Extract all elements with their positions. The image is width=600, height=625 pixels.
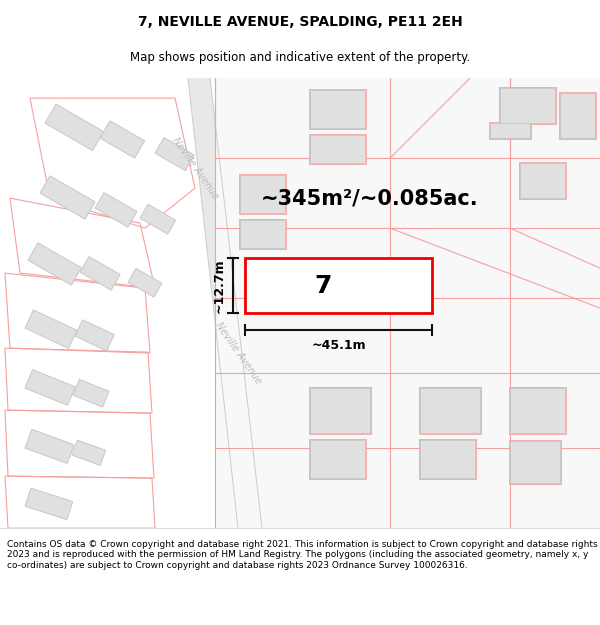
- Bar: [80, 256, 120, 290]
- Polygon shape: [188, 78, 262, 528]
- Text: ~45.1m: ~45.1m: [311, 339, 366, 352]
- Bar: [309, 134, 366, 164]
- Bar: [519, 162, 566, 199]
- Text: ~345m²/~0.085ac.: ~345m²/~0.085ac.: [261, 188, 479, 208]
- Bar: [419, 387, 481, 434]
- Text: Map shows position and indicative extent of the property.: Map shows position and indicative extent…: [130, 51, 470, 64]
- Polygon shape: [215, 78, 600, 528]
- Bar: [309, 387, 371, 434]
- Bar: [510, 441, 560, 483]
- Text: Neville Avenue: Neville Avenue: [170, 136, 220, 201]
- Bar: [95, 192, 137, 227]
- Bar: [309, 89, 366, 129]
- Bar: [73, 379, 109, 407]
- Bar: [560, 93, 595, 138]
- Bar: [310, 135, 365, 163]
- Bar: [25, 429, 74, 464]
- Bar: [25, 310, 77, 348]
- Bar: [510, 388, 565, 433]
- Bar: [310, 440, 365, 478]
- Bar: [420, 440, 475, 478]
- Bar: [45, 104, 104, 151]
- Bar: [155, 138, 194, 171]
- Bar: [72, 440, 106, 466]
- Text: Contains OS data © Crown copyright and database right 2021. This information is : Contains OS data © Crown copyright and d…: [7, 540, 598, 569]
- Bar: [25, 369, 75, 406]
- Bar: [520, 163, 565, 198]
- Bar: [559, 92, 596, 139]
- Bar: [509, 440, 561, 484]
- Bar: [499, 87, 556, 124]
- Bar: [310, 90, 365, 128]
- Bar: [239, 174, 286, 214]
- Bar: [420, 388, 480, 433]
- Text: Neville Avenue: Neville Avenue: [213, 321, 263, 386]
- Text: 7, NEVILLE AVENUE, SPALDING, PE11 2EH: 7, NEVILLE AVENUE, SPALDING, PE11 2EH: [137, 15, 463, 29]
- Bar: [28, 242, 82, 285]
- Bar: [100, 121, 145, 158]
- Bar: [240, 175, 285, 213]
- Bar: [25, 488, 73, 520]
- Bar: [40, 176, 95, 219]
- Bar: [240, 220, 285, 248]
- Bar: [239, 219, 286, 249]
- Bar: [245, 258, 432, 313]
- Bar: [140, 204, 176, 234]
- Bar: [128, 268, 162, 297]
- Bar: [309, 439, 366, 479]
- Text: 7: 7: [315, 274, 332, 298]
- Bar: [419, 439, 476, 479]
- Text: ~12.7m: ~12.7m: [212, 258, 226, 313]
- Bar: [509, 387, 566, 434]
- Bar: [490, 123, 530, 138]
- Bar: [310, 388, 370, 433]
- Bar: [500, 88, 555, 123]
- Bar: [489, 122, 531, 139]
- Bar: [75, 320, 115, 351]
